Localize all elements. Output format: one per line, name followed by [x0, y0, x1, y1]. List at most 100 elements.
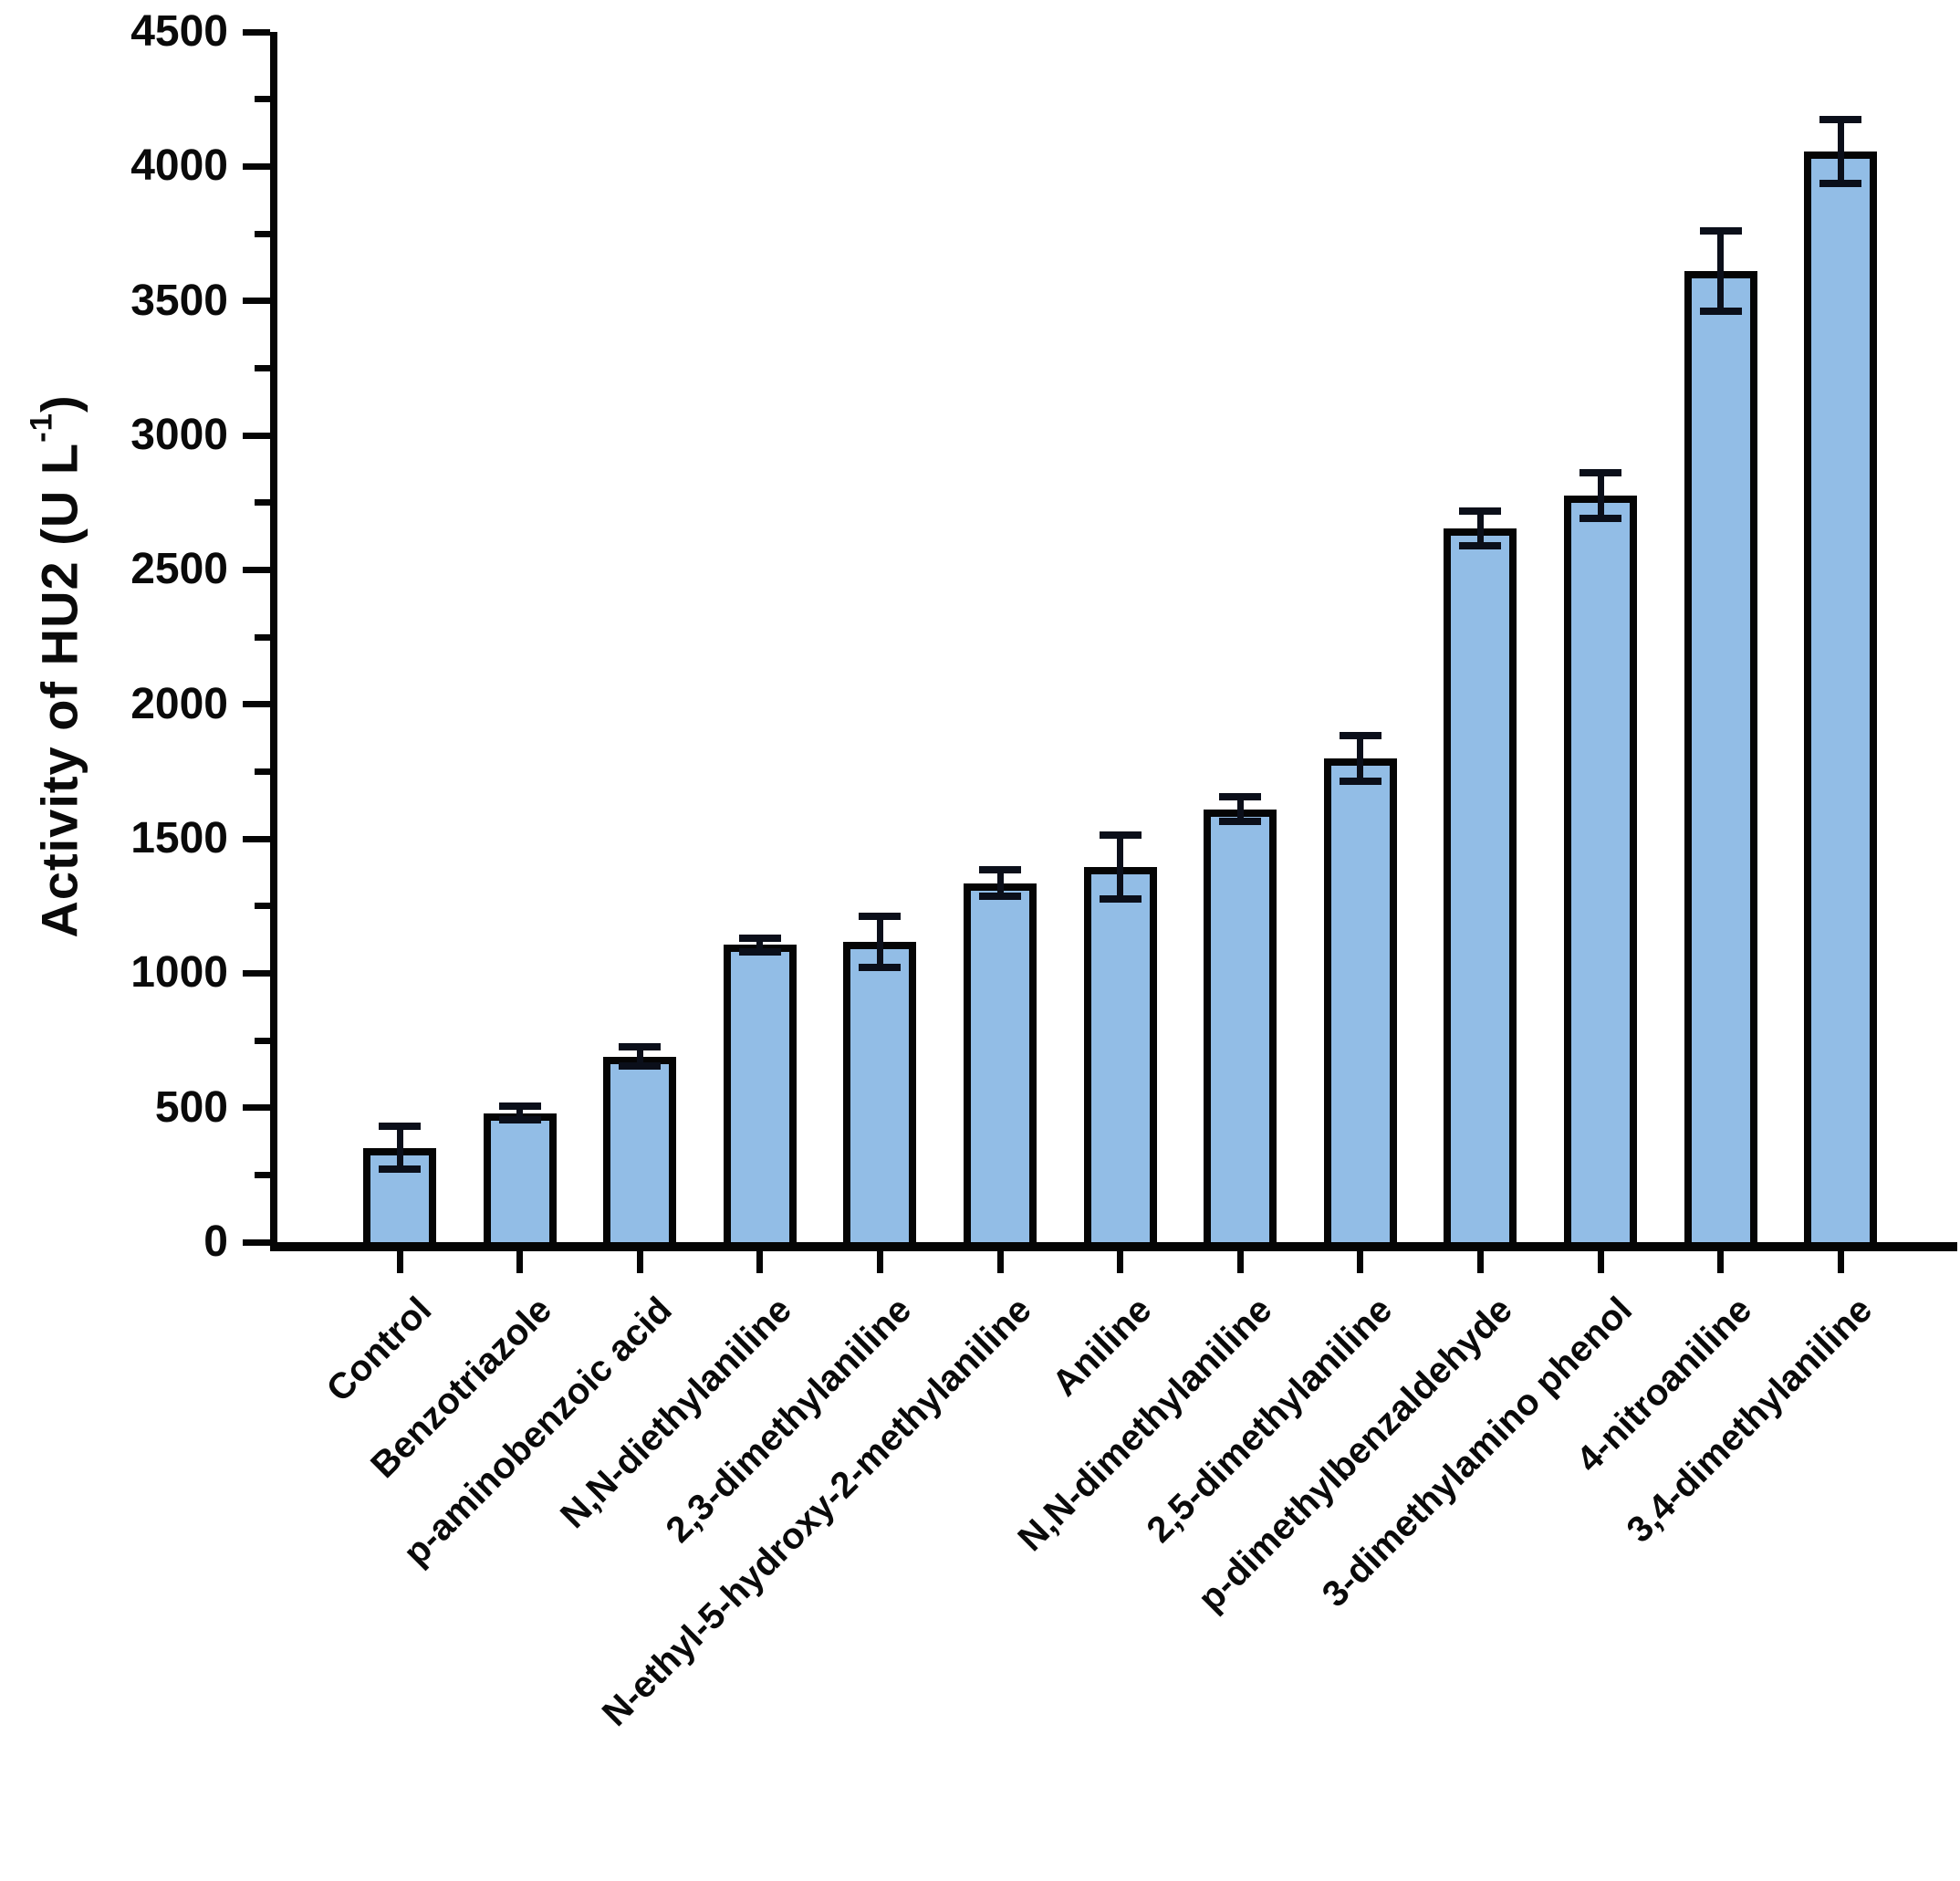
y-major-tick-500	[243, 1104, 270, 1112]
error-bar-bottom-cap-1	[379, 1165, 421, 1174]
y-tick-label-0: 0	[203, 1217, 228, 1266]
error-bar-top-cap-9	[1339, 731, 1381, 739]
error-bar-top-cap-2	[498, 1102, 541, 1111]
x-category-label-13: 3,4-dimethylaniline	[1619, 1290, 1881, 1551]
x-tick-12	[1717, 1251, 1725, 1273]
error-bar-bottom-cap-10	[1459, 541, 1502, 549]
error-bar-top-cap-7	[1099, 831, 1142, 839]
error-bar-line-6	[996, 869, 1004, 897]
y-minor-tick-4250	[255, 96, 270, 103]
y-minor-tick-250	[255, 1171, 270, 1178]
error-bar-bottom-cap-5	[859, 964, 902, 972]
y-major-tick-4000	[243, 162, 270, 170]
y-major-tick-1500	[243, 835, 270, 842]
bar-5	[843, 942, 917, 1242]
y-tick-label-3000: 3000	[130, 411, 228, 459]
x-tick-9	[1357, 1251, 1364, 1273]
error-bar-bottom-cap-12	[1699, 308, 1742, 316]
x-category-label-4: N,N-diethylaniline	[552, 1290, 799, 1536]
y-tick-label-500: 500	[154, 1082, 228, 1132]
y-major-tick-1000	[243, 969, 270, 977]
error-bar-bottom-cap-2	[498, 1115, 541, 1123]
error-bar-bottom-cap-7	[1099, 895, 1142, 904]
error-bar-bottom-cap-9	[1339, 777, 1381, 785]
y-tick-label-4000: 4000	[130, 141, 228, 191]
y-tick-label-1500: 1500	[130, 814, 228, 862]
x-tick-11	[1597, 1251, 1604, 1273]
y-tick-label-3500: 3500	[130, 276, 228, 325]
error-bar-top-cap-8	[1219, 793, 1262, 801]
y-tick-label-2500: 2500	[130, 545, 228, 594]
error-bar-bottom-cap-3	[619, 1061, 662, 1070]
y-major-tick-0	[243, 1238, 270, 1246]
x-category-label-1: Control	[318, 1290, 440, 1410]
x-tick-10	[1476, 1251, 1484, 1273]
bar-7	[1083, 866, 1157, 1242]
error-bar-bottom-cap-6	[979, 893, 1021, 901]
error-bar-top-cap-11	[1579, 469, 1621, 477]
plot-area: 0 500 1000 1500 2000 2500 3000 3500 4000 4500 Cont…	[130, 10, 1957, 1734]
error-bar-top-cap-13	[1819, 115, 1862, 123]
y-major-tick-2500	[243, 566, 270, 573]
bar-12	[1684, 271, 1757, 1242]
error-bar-line-12	[1717, 231, 1725, 312]
x-category-label-6: N-ethyl-5-hydroxy-2-methylaniline	[595, 1290, 1040, 1734]
error-bar-top-cap-1	[379, 1123, 421, 1131]
error-bar-top-cap-5	[859, 913, 902, 921]
y-minor-tick-2250	[255, 633, 270, 641]
y-major-tick-4500	[243, 28, 270, 36]
y-tick-label-1000: 1000	[130, 948, 228, 998]
y-minor-tick-750	[255, 1037, 270, 1044]
error-bar-line-3	[636, 1047, 643, 1066]
bar-13	[1804, 152, 1878, 1242]
y-major-tick-3000	[243, 432, 270, 439]
bar-4	[723, 945, 797, 1242]
y-axis-title-close: )	[30, 394, 89, 413]
y-minor-tick-3250	[255, 364, 270, 371]
error-bar-line-11	[1597, 473, 1604, 519]
x-tick-8	[1236, 1251, 1244, 1273]
error-bar-top-cap-4	[738, 935, 781, 943]
error-bar-bottom-cap-8	[1219, 817, 1262, 825]
bar-8	[1204, 809, 1277, 1242]
x-tick-7	[1117, 1251, 1124, 1273]
x-tick-6	[996, 1251, 1004, 1273]
bar-3	[603, 1056, 677, 1242]
bar-6	[964, 883, 1037, 1242]
error-bar-line-4	[756, 938, 764, 952]
error-bar-line-5	[876, 916, 883, 968]
x-tick-2	[516, 1251, 524, 1273]
error-bar-line-2	[516, 1106, 524, 1120]
x-category-label-7: Aniline	[1045, 1290, 1160, 1405]
error-bar-bottom-cap-13	[1819, 180, 1862, 188]
y-minor-tick-1250	[255, 903, 270, 910]
error-bar-bottom-cap-11	[1579, 515, 1621, 523]
y-tick-label-2000: 2000	[130, 679, 228, 728]
bar-11	[1564, 496, 1637, 1242]
error-bar-top-cap-6	[979, 865, 1021, 873]
error-bar-top-cap-3	[619, 1043, 662, 1051]
y-major-tick-2000	[243, 701, 270, 708]
y-major-tick-3500	[243, 298, 270, 305]
x-tick-3	[636, 1251, 643, 1273]
bar-9	[1323, 758, 1397, 1242]
error-bar-top-cap-12	[1699, 227, 1742, 235]
x-tick-4	[756, 1251, 764, 1273]
x-tick-13	[1837, 1251, 1844, 1273]
y-minor-tick-1750	[255, 768, 270, 775]
x-tick-5	[876, 1251, 883, 1273]
bar-10	[1444, 528, 1517, 1242]
error-bar-bottom-cap-4	[738, 947, 781, 956]
x-tick-1	[396, 1251, 403, 1273]
error-bar-line-10	[1476, 510, 1484, 546]
error-bar-line-13	[1837, 119, 1844, 184]
y-minor-tick-3750	[255, 230, 270, 237]
error-bar-line-8	[1236, 797, 1244, 821]
error-bar-line-7	[1117, 834, 1124, 900]
error-bar-top-cap-10	[1459, 507, 1502, 515]
y-minor-tick-2750	[255, 499, 270, 507]
error-bar-line-1	[396, 1126, 403, 1170]
error-bar-line-9	[1357, 735, 1364, 781]
bar-2	[483, 1113, 557, 1242]
